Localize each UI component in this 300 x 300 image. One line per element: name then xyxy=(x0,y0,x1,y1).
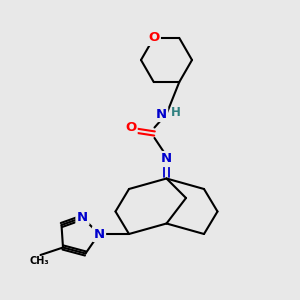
Text: CH₃: CH₃ xyxy=(29,256,49,266)
Text: O: O xyxy=(125,121,136,134)
Text: N: N xyxy=(155,107,167,121)
Text: O: O xyxy=(148,32,159,44)
Text: H: H xyxy=(171,106,181,119)
Text: N: N xyxy=(77,211,88,224)
Text: N: N xyxy=(93,227,105,241)
Text: N: N xyxy=(161,152,172,166)
